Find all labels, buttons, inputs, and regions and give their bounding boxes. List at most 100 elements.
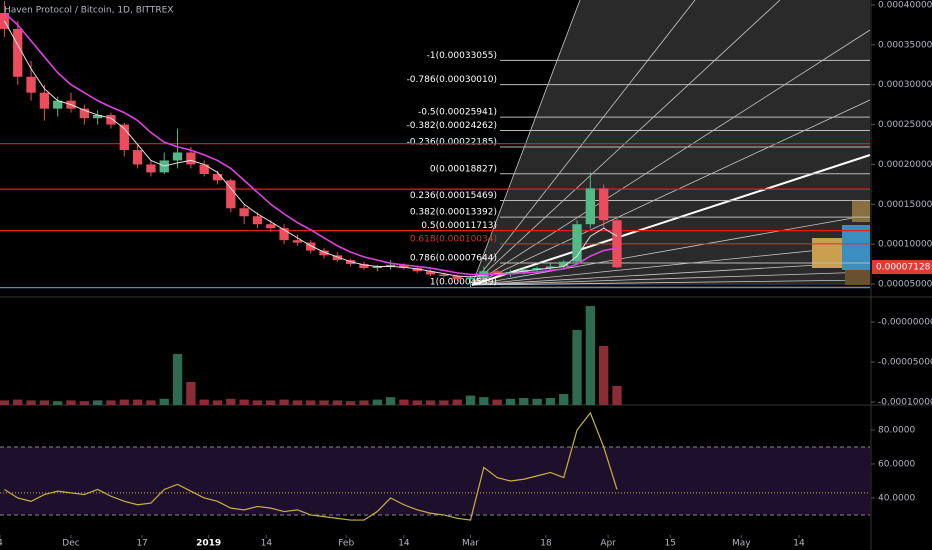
volume-bar	[585, 306, 596, 405]
volume-bar	[279, 399, 289, 405]
last-price-label: 0.00007128	[876, 263, 931, 273]
fib-label: -1(0.00033055)	[427, 51, 497, 61]
fib-label: 1(0.00004599)	[430, 278, 497, 288]
volume-bar	[92, 400, 103, 405]
volume-bar	[372, 399, 382, 405]
volume-bar	[359, 400, 369, 405]
fib-label: 0(0.00018827)	[430, 164, 497, 174]
x-tick-label: 14	[793, 539, 805, 549]
candle-body	[572, 224, 582, 262]
volume-bar	[479, 397, 489, 405]
candle-body	[292, 240, 303, 243]
candle-body	[399, 264, 409, 269]
volume-bar	[612, 386, 622, 405]
volume-bar	[13, 399, 23, 405]
fan-area	[472, 0, 870, 285]
candle-body	[13, 28, 23, 77]
candle-body	[266, 224, 276, 229]
y-tick-label: 80.0000	[878, 425, 915, 435]
candle-body	[239, 208, 249, 217]
candle-body	[612, 220, 622, 268]
volume-bar	[146, 400, 156, 405]
y-tick-label: 0.00035000	[878, 40, 932, 50]
y-tick-label: 0.00015000	[878, 200, 932, 210]
candle-body	[439, 274, 449, 277]
volume-bar	[0, 400, 10, 405]
y-tick-label: -0.00010000	[878, 398, 932, 408]
candle-body	[306, 242, 316, 251]
volume-bar	[212, 400, 223, 405]
candle-body	[585, 188, 596, 225]
y-tick-label: 40.0000	[878, 493, 915, 503]
candle-body	[186, 152, 196, 165]
volume-bar	[332, 400, 343, 405]
candle-body	[252, 216, 263, 225]
candle-body	[465, 277, 476, 280]
volume-bar	[119, 399, 129, 405]
volume-bar	[226, 398, 236, 405]
volume-bar	[572, 330, 582, 405]
volume-bar	[79, 401, 89, 405]
volume-bar	[505, 398, 516, 405]
volume-bar	[199, 399, 209, 405]
candle-body	[332, 255, 343, 261]
candle-body	[279, 228, 289, 241]
volume-bar	[399, 399, 409, 405]
volume-bar	[306, 400, 316, 405]
x-tick-label: Dec	[62, 539, 79, 549]
y-tick-label: -0.00000000	[878, 318, 932, 328]
volume-bar	[385, 397, 396, 405]
x-tick-label: Feb	[338, 539, 354, 549]
candle-body	[226, 180, 236, 209]
y-tick-label: -0.00005000	[878, 358, 932, 368]
volume-bar	[559, 394, 569, 405]
fib-label: 0.236(0.00015469)	[410, 191, 497, 201]
fib-label: -0.786(0.00030010)	[407, 75, 497, 85]
candle-body	[492, 271, 502, 275]
volume-bar	[66, 400, 76, 405]
chart-title: Haven Protocol / Bitcoin, 1D, BITTREX	[4, 6, 173, 16]
fib-label: -0.236(0.00022185)	[407, 138, 497, 148]
x-tick-label: 15	[665, 539, 676, 549]
candle-body	[452, 276, 462, 280]
volume-bar	[492, 399, 502, 405]
candle-body	[372, 266, 382, 269]
volume-bar	[186, 382, 196, 405]
candle-body	[79, 108, 89, 119]
volume-bar	[599, 346, 609, 405]
x-tick-label: 17	[136, 539, 147, 549]
fib-label: 0.618(0.00010034)	[410, 234, 497, 244]
candle-body	[385, 264, 396, 267]
x-tick-label: 2019	[196, 539, 221, 549]
x-tick-label: 4	[0, 539, 3, 549]
candle-body	[559, 261, 569, 267]
volume-bar	[252, 400, 263, 405]
candle-body	[146, 164, 156, 173]
x-tick-label: Mar	[462, 539, 479, 549]
y-tick-label: 0.00010000	[878, 240, 932, 250]
volume-bar	[412, 400, 422, 405]
volume-bar	[39, 400, 50, 405]
volume-bar	[532, 398, 542, 405]
volume-bar	[452, 399, 462, 405]
rsi-line	[4, 411, 618, 521]
candle-body	[425, 271, 436, 275]
volume-bar	[239, 399, 249, 405]
fib-label: 0.5(0.00011713)	[421, 221, 497, 231]
volume-bar	[545, 398, 556, 405]
volume-bar	[439, 400, 449, 405]
fib-label: 0.786(0.00007644)	[410, 253, 497, 263]
x-tick-label: 14	[261, 539, 273, 549]
candle-body	[132, 150, 143, 165]
x-tick-label: May	[732, 539, 751, 549]
candle-body	[212, 174, 223, 181]
last-price-box	[872, 260, 932, 275]
y-tick-label: 0.00020000	[878, 160, 932, 170]
fib-label: -0.382(0.00024262)	[407, 121, 497, 131]
candle-body	[599, 188, 609, 221]
y-tick-label: 0.00025000	[878, 120, 932, 130]
candle-body	[359, 264, 369, 269]
volume-bar	[519, 398, 529, 405]
rsi-band	[0, 446, 870, 515]
